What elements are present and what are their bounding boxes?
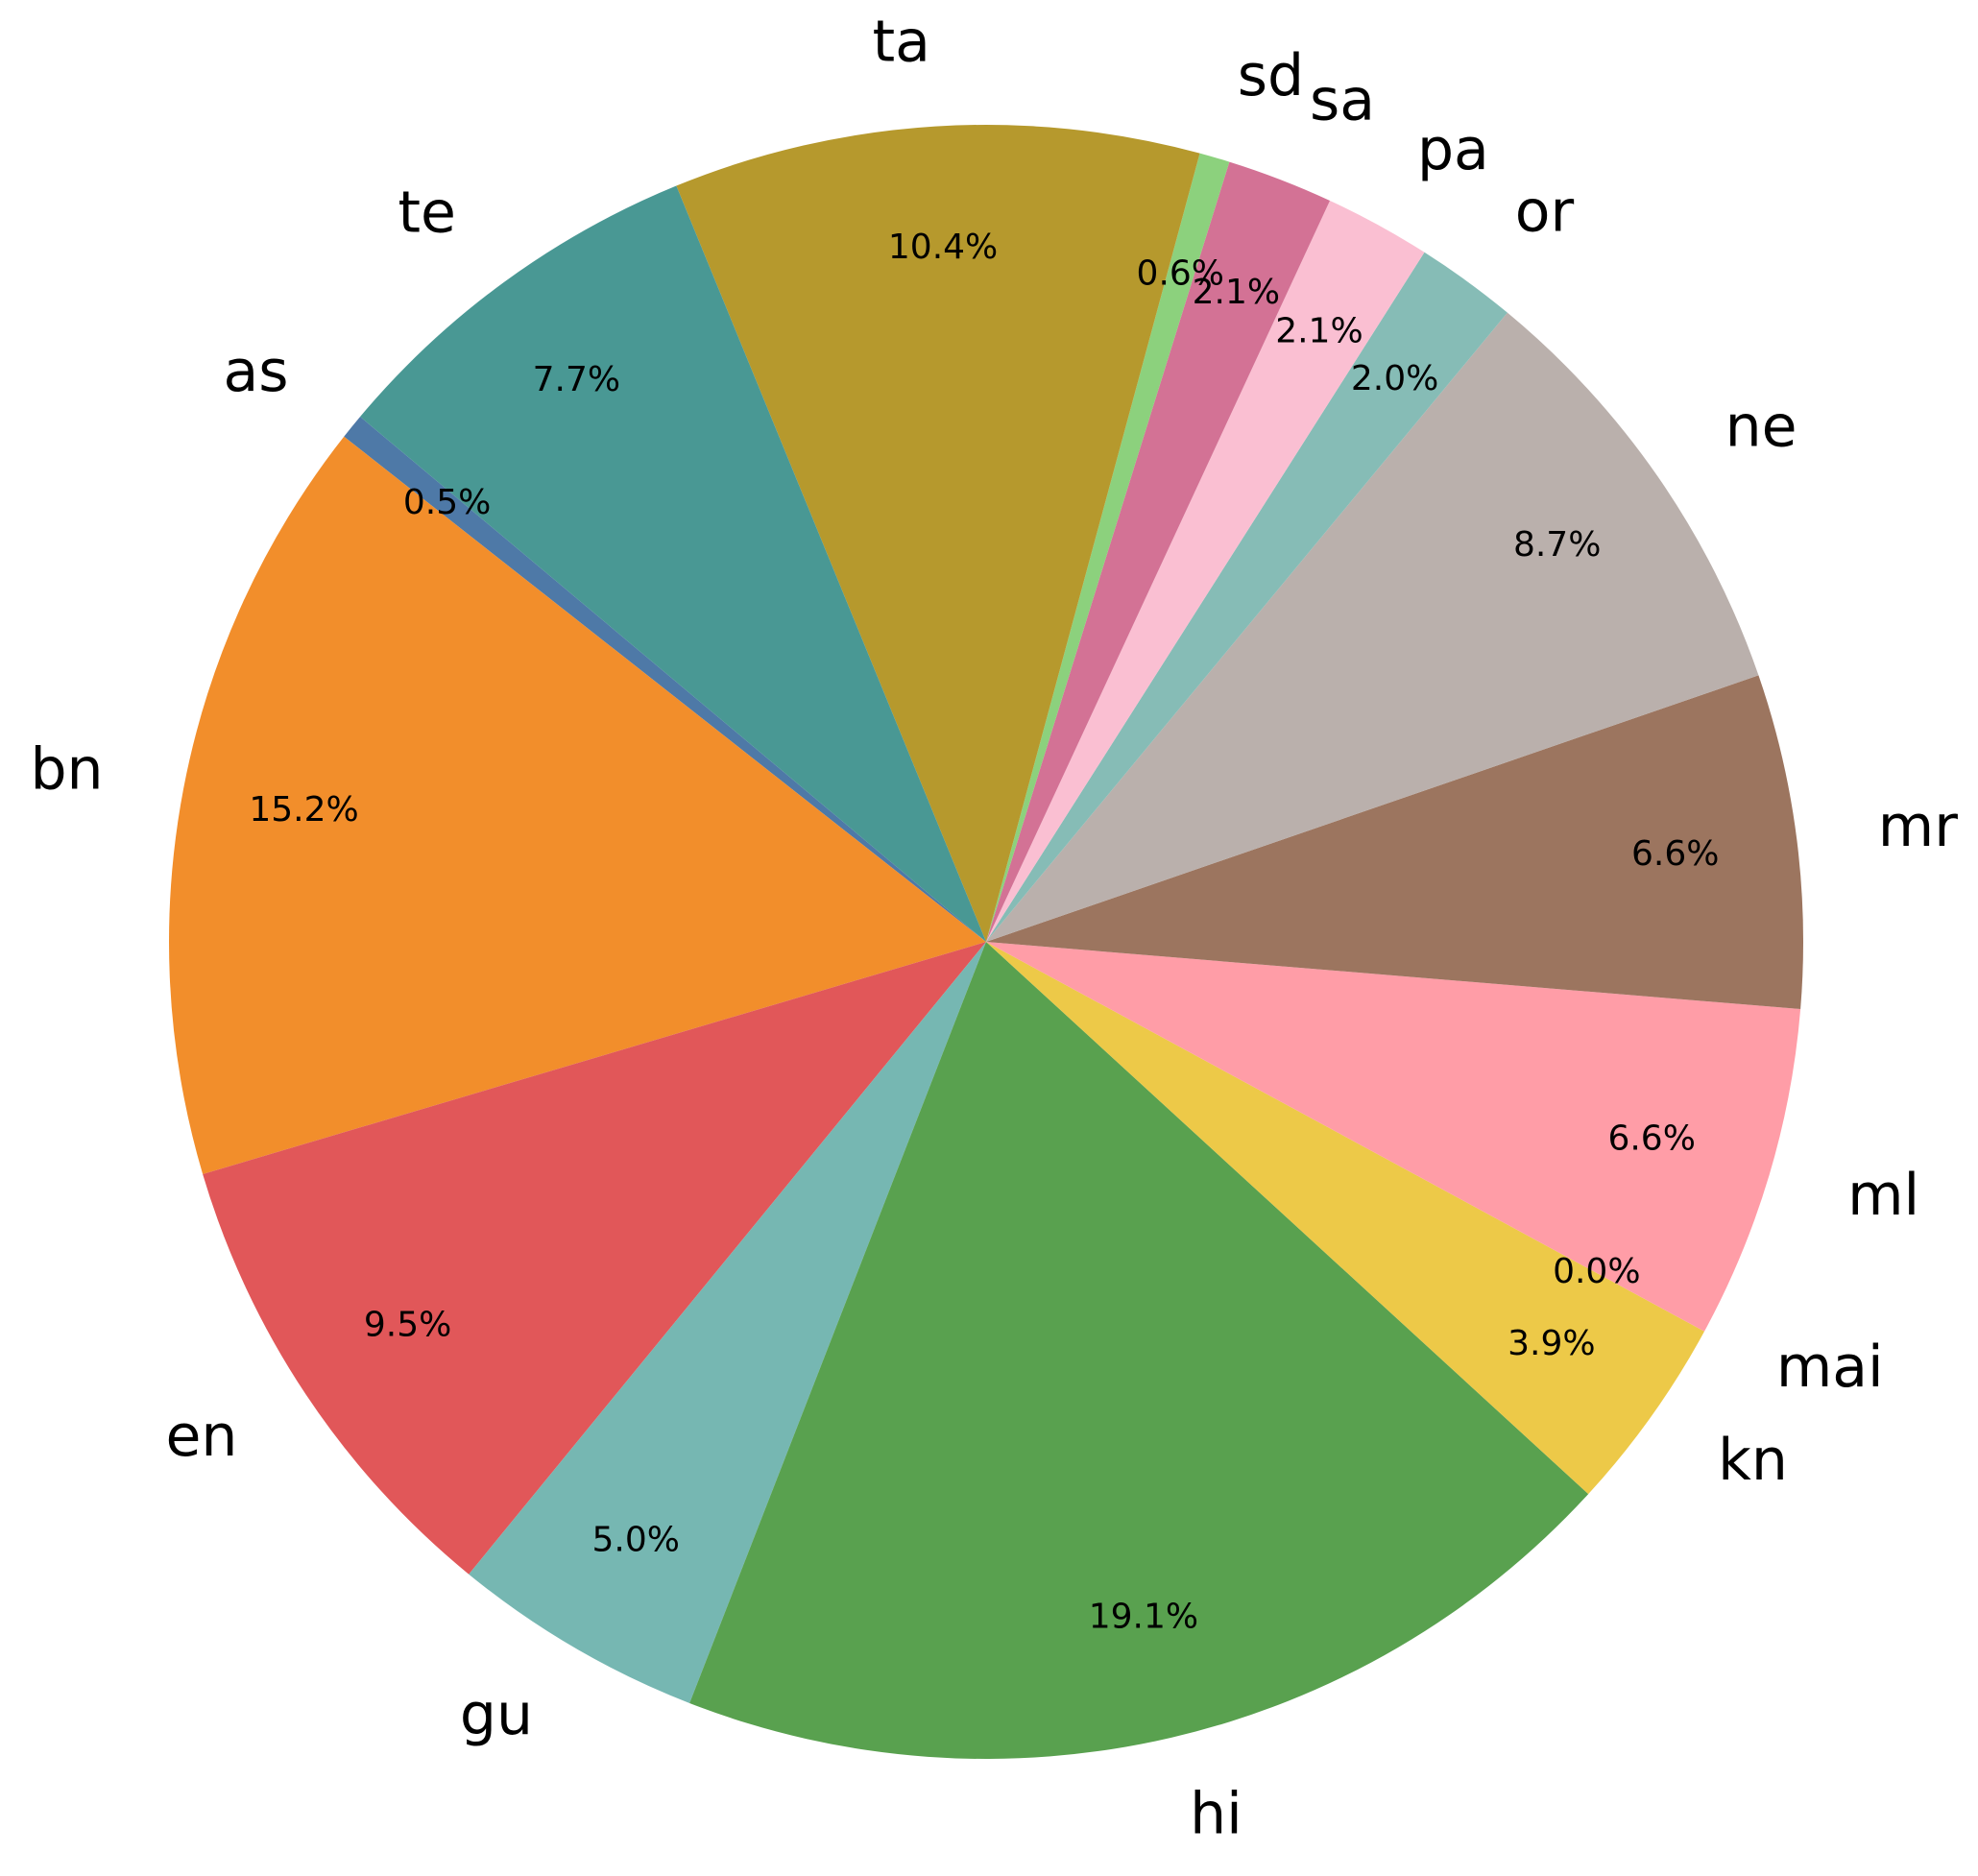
value-label: 7.7% — [533, 360, 620, 399]
value-label: 0.0% — [1553, 1252, 1640, 1291]
category-label: mr — [1878, 793, 1958, 860]
value-label: 19.1% — [1089, 1598, 1198, 1637]
pie-wedge — [168, 436, 986, 1174]
category-label: or — [1515, 179, 1575, 246]
category-label: as — [224, 338, 289, 405]
value-label: 3.9% — [1508, 1324, 1595, 1363]
value-label: 8.7% — [1513, 525, 1601, 565]
category-label: sa — [1310, 66, 1375, 133]
pie-wedge — [986, 312, 1759, 942]
pie-wedge — [986, 942, 1801, 1332]
pie-wedge — [986, 942, 1705, 1495]
category-label: te — [398, 180, 455, 247]
category-label: en — [166, 1403, 238, 1470]
value-label: 2.1% — [1193, 273, 1280, 312]
category-label: mai — [1776, 1334, 1884, 1401]
pie-wedge — [986, 161, 1331, 943]
value-label: 2.1% — [1275, 311, 1363, 350]
value-label: 0.5% — [403, 483, 491, 522]
category-label: hi — [1190, 1780, 1242, 1847]
pie-wedge — [344, 416, 986, 942]
value-label: 6.6% — [1607, 1119, 1695, 1159]
value-label: 6.6% — [1631, 834, 1719, 874]
pie-wedge — [203, 942, 986, 1575]
category-label: sd — [1238, 42, 1304, 109]
pie-wedge — [986, 200, 1425, 942]
pie-wedge — [676, 125, 1200, 942]
pie-wedge — [986, 675, 1803, 1010]
value-label: 2.0% — [1351, 359, 1438, 398]
value-label: 5.0% — [592, 1521, 680, 1560]
pie-wedge — [986, 252, 1508, 943]
pie-wedge — [689, 942, 1589, 1759]
category-label: ml — [1847, 1162, 1919, 1229]
category-label: pa — [1417, 116, 1489, 183]
pie-wedge — [469, 942, 986, 1703]
value-label: 10.4% — [888, 228, 998, 267]
value-label: 9.5% — [364, 1306, 451, 1345]
category-label: bn — [30, 736, 103, 804]
category-label: kn — [1718, 1427, 1788, 1494]
value-label: 15.2% — [249, 790, 358, 830]
category-label: gu — [460, 1681, 533, 1748]
pie-wedge — [986, 153, 1230, 943]
value-label: 0.6% — [1137, 254, 1224, 294]
category-label: ta — [873, 8, 930, 75]
pie-wedge — [360, 185, 986, 942]
category-label: ne — [1725, 394, 1797, 461]
